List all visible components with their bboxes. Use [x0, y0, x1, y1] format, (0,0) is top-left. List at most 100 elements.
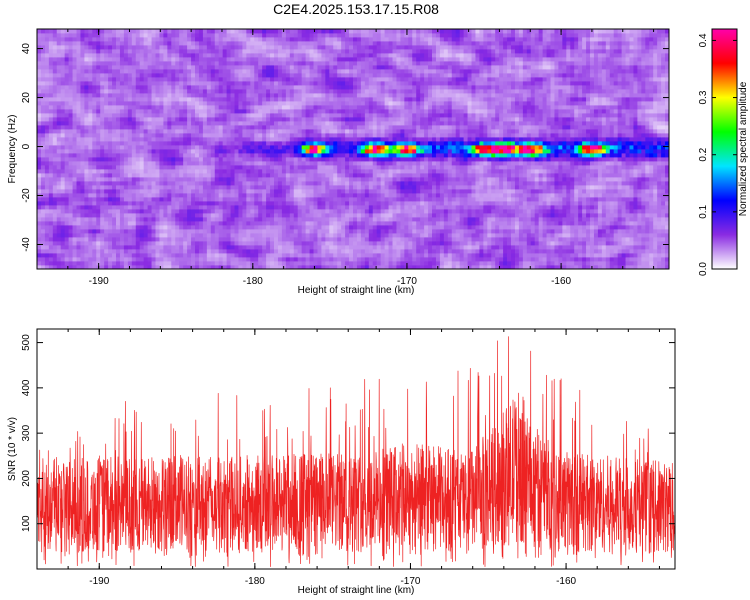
heatmap-cell: [167, 229, 172, 234]
heatmap-cell: [439, 257, 445, 262]
heatmap-cell: [68, 253, 73, 258]
heatmap-cell: [586, 213, 591, 218]
heatmap-cell: [246, 245, 251, 250]
heatmap-cell: [281, 185, 287, 190]
heatmap-cell: [206, 261, 212, 266]
heatmap-cell: [325, 165, 330, 170]
heatmap-cell: [451, 177, 457, 182]
heatmap-cell: [305, 225, 310, 230]
heatmap-cell: [463, 217, 468, 222]
heatmap-cell: [135, 149, 141, 154]
heatmap-cell: [349, 229, 354, 234]
heatmap-cell: [542, 213, 547, 218]
heatmap-cell: [167, 201, 172, 206]
heatmap-cell: [112, 189, 117, 194]
heatmap-cell: [72, 229, 77, 234]
heatmap-cell: [546, 265, 551, 269]
heatmap-cell: [48, 237, 54, 242]
heatmap-cell: [281, 253, 287, 258]
heatmap-cell: [582, 229, 587, 234]
heatmap-cell: [621, 241, 626, 246]
heatmap-cell: [633, 201, 638, 206]
heatmap-cell: [534, 209, 540, 214]
heatmap-cell: [562, 161, 567, 166]
heatmap-cell: [641, 177, 646, 182]
heatmap-cell: [195, 253, 200, 258]
heatmap-cell: [546, 245, 551, 250]
heatmap-cell: [376, 197, 382, 202]
heatmap-cell: [408, 217, 413, 222]
heatmap-cell: [400, 153, 405, 158]
heatmap-cell: [171, 217, 176, 222]
heatmap-cell: [266, 249, 271, 254]
heatmap-cell: [329, 197, 334, 202]
heatmap-cell: [258, 193, 263, 198]
heatmap-cell: [400, 161, 405, 166]
heatmap-cell: [262, 189, 267, 194]
heatmap-cell: [372, 185, 378, 190]
heatmap-cell: [637, 237, 642, 242]
heatmap-cell: [424, 213, 429, 218]
heatmap-cell: [131, 209, 137, 214]
heatmap-cell: [432, 249, 437, 254]
heatmap-cell: [281, 205, 287, 210]
heatmap-cell: [554, 201, 559, 206]
heatmap-cell: [542, 197, 547, 202]
heatmap-cell: [246, 169, 251, 174]
heatmap-cell: [649, 153, 654, 158]
heatmap-cell: [250, 145, 255, 150]
heatmap-cell: [159, 185, 164, 190]
heatmap-cell: [562, 265, 567, 269]
heatmap-cell: [254, 261, 259, 266]
heatmap-cell: [305, 145, 310, 150]
heatmap-cell: [191, 149, 196, 154]
heatmap-cell: [175, 237, 180, 242]
heatmap-cell: [590, 241, 595, 246]
heatmap-cell: [416, 205, 421, 210]
heatmap-cell: [238, 241, 243, 246]
heatmap-cell: [364, 249, 370, 254]
heatmap-cell: [586, 165, 591, 170]
heatmap-cell: [665, 225, 669, 230]
heatmap-cell: [526, 169, 532, 174]
heatmap-cell: [135, 265, 141, 269]
heatmap-cell: [550, 265, 555, 269]
heatmap-cell: [277, 241, 283, 246]
heatmap-cell: [104, 185, 109, 190]
heatmap-cell: [183, 193, 188, 198]
heatmap-cell: [424, 225, 429, 230]
heatmap-cell: [210, 209, 216, 214]
heatmap-cell: [641, 221, 646, 226]
heatmap-cell: [234, 185, 239, 190]
heatmap-cell: [376, 169, 382, 174]
heatmap-cell: [297, 229, 303, 234]
heatmap-cell: [88, 181, 93, 186]
heatmap-cell: [92, 225, 97, 230]
heatmap-cell: [175, 249, 180, 254]
heatmap-cell: [309, 221, 314, 226]
heatmap-cell: [435, 221, 441, 226]
heatmap-cell: [56, 189, 62, 194]
heatmap-cell: [649, 149, 654, 154]
heatmap-cell: [345, 221, 350, 226]
heatmap-cell: [317, 229, 322, 234]
heatmap-cell: [210, 149, 216, 154]
heatmap-cell: [313, 189, 318, 194]
heatmap-cell: [52, 177, 58, 182]
heatmap-cell: [258, 229, 263, 234]
heatmap-cell: [542, 237, 547, 242]
heatmap-cell: [48, 193, 54, 198]
heatmap-cell: [116, 209, 121, 214]
heatmap-cell: [447, 261, 453, 266]
heatmap-cell: [88, 193, 93, 198]
heatmap-cell: [254, 181, 259, 186]
heatmap-cell: [475, 189, 480, 194]
heatmap-cell: [123, 157, 129, 162]
heatmap-cell: [538, 241, 543, 246]
heatmap-cell: [100, 181, 105, 186]
heatmap-cell: [459, 161, 464, 166]
heatmap-cell: [570, 265, 575, 269]
heatmap-cell: [597, 233, 603, 238]
heatmap-cell: [119, 229, 125, 234]
heatmap-cell: [432, 257, 437, 262]
